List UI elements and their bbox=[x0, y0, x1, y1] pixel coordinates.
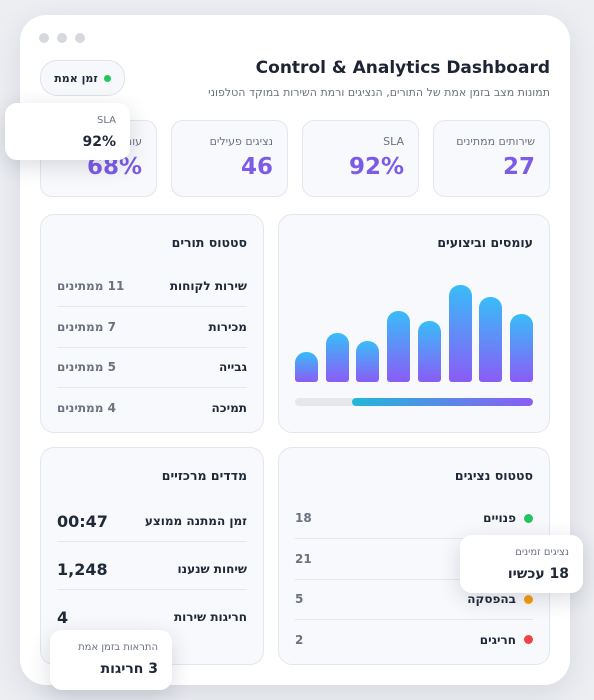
list-row: בהפסקה 5 bbox=[295, 579, 533, 620]
floating-label: SLA bbox=[97, 115, 116, 126]
row-name: חריגים bbox=[479, 632, 516, 647]
row-label: פנויים bbox=[483, 511, 533, 525]
row-label: גבייה bbox=[219, 360, 247, 374]
live-dot bbox=[103, 74, 111, 82]
window-dot bbox=[57, 33, 67, 43]
title: Control & Analytics Dashboard bbox=[255, 58, 550, 78]
kpi-label: שירותים ממתינים bbox=[456, 135, 535, 148]
row-label: שיחות שנענו bbox=[178, 562, 247, 576]
list-row: שירות לקוחות 11 ממתינים bbox=[57, 266, 247, 307]
row-value: 2 bbox=[295, 632, 304, 647]
bar bbox=[387, 311, 411, 382]
bar bbox=[448, 285, 472, 382]
bar-chart bbox=[295, 272, 533, 382]
metrics-panel: מדדים מרכזיים זמן המתנה ממוצע 00:47 שיחות … bbox=[40, 447, 264, 665]
bar bbox=[325, 333, 349, 382]
list-row: זמן המתנה ממוצע 00:47 bbox=[57, 501, 247, 542]
subtitle: תמונות מצב בזמן אמת של התורים, הנציגים ו… bbox=[208, 86, 550, 99]
row-label: זמן המתנה ממוצע bbox=[145, 514, 247, 528]
kpi-value: 46 bbox=[240, 154, 273, 180]
floating-value: 92% bbox=[82, 134, 116, 150]
floating-label: נציגים זמינים bbox=[515, 547, 569, 558]
row-value: 1,248 bbox=[57, 559, 108, 579]
row-value: 4 bbox=[57, 607, 69, 627]
row-label: שירות לקוחות bbox=[170, 279, 247, 293]
row-name: בהפסקה bbox=[467, 592, 516, 606]
row-value: 18 bbox=[295, 511, 312, 525]
agents-panel: סטטוס נציגים פנויים18עסוקים21בהפסקה5חריג… bbox=[278, 447, 550, 665]
row-label: תמיכה bbox=[212, 401, 247, 415]
status-dot bbox=[524, 513, 533, 523]
kpi-card: SLA 92% bbox=[302, 120, 419, 197]
badge-text: זמן אמת bbox=[54, 71, 98, 85]
row-name: זמן המתנה ממוצע bbox=[144, 514, 247, 528]
progress-fill bbox=[352, 398, 533, 406]
row-name: שירות לקוחות bbox=[169, 279, 247, 293]
panel-title: מדדים מרכזיים bbox=[161, 468, 247, 483]
live-badge[interactable]: זמן אמת bbox=[40, 60, 125, 96]
window-dot bbox=[39, 33, 49, 43]
list-row: מכירות 7 ממתינים bbox=[57, 307, 247, 348]
list-row: פנויים 18 bbox=[295, 498, 533, 539]
row-name: שיחות שנענו bbox=[177, 562, 247, 576]
kpi-value: 27 bbox=[502, 154, 535, 180]
row-value: 11 ממתינים bbox=[57, 279, 125, 293]
kpi-label: SLA bbox=[383, 135, 404, 148]
panel-title: סטטוס תורים bbox=[171, 235, 247, 250]
row-label: חריגות שירות bbox=[174, 610, 247, 624]
floating-value: 3 חריגות bbox=[100, 661, 158, 677]
bar bbox=[295, 352, 318, 382]
row-label: בהפסקה bbox=[467, 592, 533, 606]
list-row: חריגות שירות 4 bbox=[57, 597, 247, 637]
floating-card: התראות בזמן אמת 3 חריגות bbox=[50, 630, 172, 690]
queue-panel: סטטוס תורים שירות לקוחות 11 ממתינים מכירות… bbox=[40, 214, 264, 433]
floating-value: 18 עכשיו bbox=[507, 566, 569, 582]
row-name: פנויים bbox=[483, 511, 516, 525]
kpi-card: נציגים פעילים 46 bbox=[171, 120, 288, 197]
floating-label: התראות בזמן אמת bbox=[78, 642, 158, 653]
row-name: חריגות שירות bbox=[173, 610, 247, 624]
row-name: גבייה bbox=[219, 360, 247, 374]
kpi-value: 92% bbox=[348, 154, 404, 180]
bar bbox=[509, 314, 533, 382]
panel-title: סטטוס נציגים bbox=[454, 468, 533, 483]
kpi-label: נציגים פעילים bbox=[209, 135, 273, 148]
progress-track bbox=[295, 398, 533, 406]
row-value: 5 ממתינים bbox=[57, 360, 116, 374]
row-value: 00:47 bbox=[57, 511, 108, 531]
row-name: תמיכה bbox=[211, 400, 247, 415]
load-panel: עומסים וביצועים bbox=[278, 214, 550, 433]
status-dot bbox=[524, 594, 533, 604]
row-name: מכירות bbox=[208, 319, 247, 334]
bar bbox=[479, 297, 503, 382]
bar bbox=[356, 341, 380, 382]
list-row: שיחות שנענו 1,248 bbox=[57, 549, 247, 590]
floating-card: SLA 92% bbox=[5, 103, 130, 160]
window-dot bbox=[75, 33, 85, 43]
list-row: תמיכה 4 ממתינים bbox=[57, 388, 247, 428]
bar bbox=[417, 321, 441, 382]
row-value: 21 bbox=[295, 551, 312, 566]
list-row: גבייה 5 ממתינים bbox=[57, 347, 247, 388]
status-dot bbox=[524, 635, 533, 644]
row-label: מכירות bbox=[208, 320, 247, 334]
row-value: 7 ממתינים bbox=[57, 319, 116, 334]
floating-card: נציגים זמינים 18 עכשיו bbox=[460, 535, 583, 593]
kpi-card: שירותים ממתינים 27 bbox=[433, 120, 550, 197]
row-value: 5 bbox=[295, 592, 304, 606]
list-row: חריגים 2 bbox=[295, 620, 533, 660]
row-value: 4 ממתינים bbox=[57, 400, 116, 415]
panel-title: עומסים וביצועים bbox=[437, 235, 533, 250]
row-label: חריגים bbox=[480, 633, 533, 647]
